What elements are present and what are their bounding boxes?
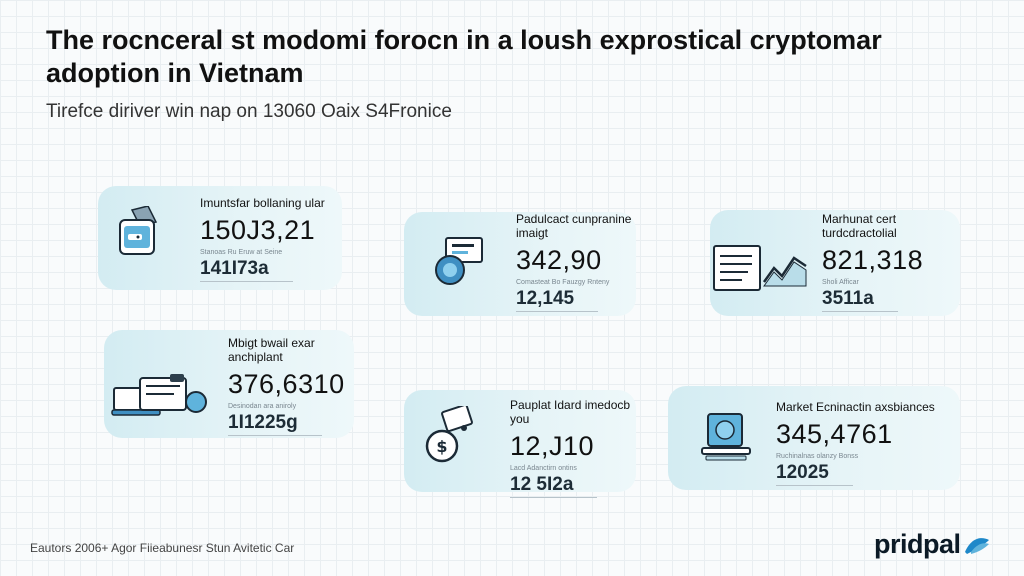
wallet-icon xyxy=(114,205,164,267)
stat-card-5-content: Pauplat Idard imedocb you 12,J10 Lacd Ad… xyxy=(510,398,640,498)
stat-card-2-note: Comasteat Bo Fauzgy Rnteny xyxy=(516,279,610,286)
stat-card-4-subvalue: 1I1225g xyxy=(228,411,322,436)
stat-card-3-subvalue: 3511a xyxy=(822,287,898,312)
stat-card-6-content: Market Ecninactin axsbiances 345,4761 Ru… xyxy=(776,400,960,486)
stat-card-4-note: Desinodan ara aniroly xyxy=(228,403,297,410)
brand-name: pridpal xyxy=(874,529,961,559)
stat-card-2-label: Padulcact cunpranine imaigt xyxy=(516,212,632,240)
stat-card-6-note: Ruchinalnas olanzy Bonss xyxy=(776,453,859,460)
stat-card-5-value: 12,J10 xyxy=(510,431,595,461)
laptop-payment-icon xyxy=(110,372,210,427)
stat-card-4-label: Mbigt bwail exar anchiplant xyxy=(228,336,315,364)
stat-card-5-note: Lacd Adanctirn ontins xyxy=(510,465,577,472)
stat-card-3-content: Marhunat cert turdcdractolial 821,318 Sh… xyxy=(822,212,952,312)
stat-card-3-label: Marhunat cert turdcdractolial xyxy=(822,212,897,240)
page-title: The rocnceral st modomi forocn in a lous… xyxy=(46,25,882,88)
coin-card-icon xyxy=(430,234,486,295)
footer-text: Eautors 2006+ Agor Fiieabunesr Stun Avit… xyxy=(30,541,295,555)
stat-card-3-value: 821,318 xyxy=(822,245,924,275)
stat-card-5-label: Pauplat Idard imedocb you xyxy=(510,398,631,426)
stat-card-6-value: 345,4761 xyxy=(776,419,893,449)
exchange-monitor-icon xyxy=(700,410,756,469)
svg-text:$: $ xyxy=(436,437,447,456)
stat-card-6-label: Market Ecninactin axsbiances xyxy=(776,400,935,414)
stat-card-1-note: Stanoas Ru Eruw at Seine xyxy=(200,249,283,256)
stat-card-1-label: Imuntsfar bollaning ular xyxy=(200,196,325,210)
stat-card-3-note: Sholi Afficar xyxy=(822,279,859,286)
stat-card-4-content: Mbigt bwail exar anchiplant 376,6310 Des… xyxy=(228,336,358,436)
stat-card-2-content: Padulcact cunpranine imaigt 342,90 Comas… xyxy=(516,212,646,312)
document-chart-icon xyxy=(712,242,812,299)
brand-logo: pridpal xyxy=(874,529,991,560)
stat-card-2-subvalue: 12,145 xyxy=(516,287,599,312)
stat-card-6-subvalue: 12025 xyxy=(776,461,853,486)
dollar-coin-icon: $ xyxy=(420,403,476,471)
stat-card-1-subvalue: 141I73a xyxy=(200,257,293,282)
stat-card-1-content: Imuntsfar bollaning ular 150J3,21 Stanoa… xyxy=(200,196,350,282)
stat-card-4-value: 376,6310 xyxy=(228,369,345,399)
stat-card-2-value: 342,90 xyxy=(516,245,602,275)
stat-card-5-subvalue: 12 5I2a xyxy=(510,473,598,498)
page-subtitle: Tirefce diriver win nap on 13060 Oaix S4… xyxy=(46,101,452,122)
brand-mark-icon xyxy=(964,537,989,554)
stat-card-1-value: 150J3,21 xyxy=(200,215,316,245)
